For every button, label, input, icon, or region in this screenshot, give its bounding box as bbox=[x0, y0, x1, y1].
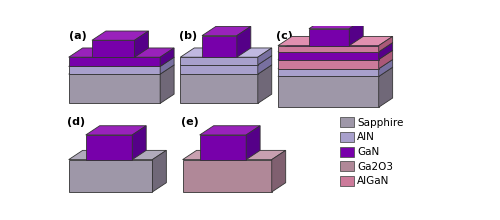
Polygon shape bbox=[200, 126, 260, 135]
Polygon shape bbox=[278, 46, 378, 52]
Polygon shape bbox=[378, 59, 392, 77]
Polygon shape bbox=[349, 19, 363, 46]
Polygon shape bbox=[258, 65, 272, 103]
Text: Sapphire: Sapphire bbox=[357, 118, 404, 128]
Polygon shape bbox=[68, 65, 174, 74]
Polygon shape bbox=[68, 48, 174, 57]
Polygon shape bbox=[68, 66, 160, 74]
Polygon shape bbox=[258, 56, 272, 74]
Polygon shape bbox=[378, 50, 392, 69]
Bar bbox=[340, 117, 354, 127]
Polygon shape bbox=[237, 26, 251, 57]
Polygon shape bbox=[180, 65, 272, 74]
Polygon shape bbox=[180, 57, 258, 65]
Polygon shape bbox=[86, 135, 132, 160]
Polygon shape bbox=[278, 52, 378, 59]
Polygon shape bbox=[68, 74, 160, 103]
Text: AlN: AlN bbox=[357, 132, 375, 142]
Polygon shape bbox=[68, 160, 152, 192]
Polygon shape bbox=[272, 150, 285, 192]
Polygon shape bbox=[278, 36, 392, 46]
Polygon shape bbox=[160, 65, 174, 103]
Bar bbox=[340, 176, 354, 186]
Polygon shape bbox=[246, 126, 260, 160]
Polygon shape bbox=[278, 50, 392, 59]
Polygon shape bbox=[278, 69, 378, 77]
Polygon shape bbox=[180, 74, 258, 103]
Polygon shape bbox=[160, 48, 174, 66]
Polygon shape bbox=[202, 26, 251, 36]
Polygon shape bbox=[132, 126, 146, 160]
Polygon shape bbox=[68, 57, 160, 66]
Polygon shape bbox=[182, 150, 286, 160]
Bar bbox=[340, 161, 354, 171]
Polygon shape bbox=[68, 57, 174, 66]
Text: (a): (a) bbox=[68, 31, 86, 41]
Polygon shape bbox=[378, 36, 392, 52]
Bar bbox=[340, 132, 354, 142]
Polygon shape bbox=[86, 126, 146, 135]
Text: AlGaN: AlGaN bbox=[357, 176, 390, 186]
Polygon shape bbox=[180, 56, 272, 65]
Polygon shape bbox=[160, 57, 174, 74]
Polygon shape bbox=[278, 43, 392, 52]
Polygon shape bbox=[378, 43, 392, 59]
Polygon shape bbox=[278, 59, 392, 69]
Text: (b): (b) bbox=[179, 31, 197, 41]
Text: (e): (e) bbox=[181, 117, 199, 127]
Polygon shape bbox=[202, 36, 237, 57]
Polygon shape bbox=[258, 48, 272, 65]
Polygon shape bbox=[92, 31, 148, 40]
Polygon shape bbox=[309, 29, 349, 46]
Polygon shape bbox=[278, 67, 392, 77]
Polygon shape bbox=[378, 67, 392, 107]
Polygon shape bbox=[68, 150, 166, 160]
Polygon shape bbox=[182, 160, 272, 192]
Polygon shape bbox=[200, 135, 246, 160]
Polygon shape bbox=[278, 77, 378, 107]
Polygon shape bbox=[152, 150, 166, 192]
Polygon shape bbox=[278, 59, 378, 69]
Text: (d): (d) bbox=[67, 117, 86, 127]
Text: Ga2O3: Ga2O3 bbox=[357, 161, 393, 172]
Polygon shape bbox=[180, 65, 258, 74]
Polygon shape bbox=[180, 48, 272, 57]
Bar bbox=[340, 147, 354, 157]
Polygon shape bbox=[92, 40, 134, 57]
Polygon shape bbox=[134, 31, 148, 57]
Text: (c): (c) bbox=[276, 31, 293, 41]
Text: GaN: GaN bbox=[357, 147, 380, 157]
Polygon shape bbox=[309, 19, 363, 29]
